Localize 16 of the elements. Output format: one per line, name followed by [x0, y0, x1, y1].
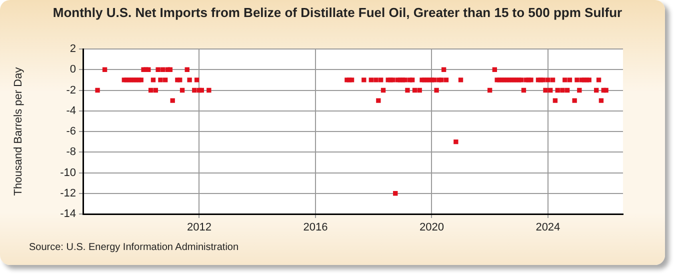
y-tick-label: -6 — [66, 126, 76, 138]
y-tick-label: -12 — [60, 187, 76, 200]
y-tick-label: -10 — [60, 166, 76, 179]
x-tick-label: 2024 — [536, 222, 560, 234]
y-tick-label: -2 — [66, 84, 76, 96]
y-tick-label: 2 — [70, 43, 76, 56]
y-tick-label: 0 — [70, 64, 76, 76]
source-note: Source: U.S. Energy Information Administration — [29, 242, 239, 253]
x-tick-label: 2012 — [186, 222, 212, 234]
x-tick-label: 2020 — [419, 222, 444, 234]
chart-title: Monthly U.S. Net Imports from Belize of Distillate Fuel Oil, Greater than 15 to 500 ppm Sulfur — [52, 5, 624, 20]
y-tick-label: -4 — [66, 104, 76, 117]
y-axis-title: Thousand Barrels per Day — [12, 66, 25, 196]
y-tick-label: -8 — [66, 146, 76, 158]
x-tick-label: 2016 — [303, 222, 328, 234]
y-tick-label: -14 — [60, 208, 76, 220]
